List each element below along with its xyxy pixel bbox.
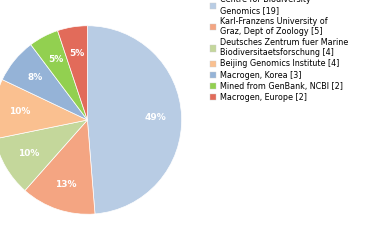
Text: 10%: 10% xyxy=(10,107,31,116)
Text: 13%: 13% xyxy=(55,180,77,189)
Text: 5%: 5% xyxy=(69,48,84,58)
Wedge shape xyxy=(87,26,182,214)
Wedge shape xyxy=(2,45,87,120)
Wedge shape xyxy=(31,31,87,120)
Wedge shape xyxy=(57,26,87,120)
Legend: Centre for Biodiversity
Genomics [19], Karl-Franzens University of
Graz, Dept of: Centre for Biodiversity Genomics [19], K… xyxy=(209,0,349,102)
Wedge shape xyxy=(25,120,95,214)
Wedge shape xyxy=(0,80,87,139)
Wedge shape xyxy=(0,120,87,191)
Text: 49%: 49% xyxy=(144,113,166,122)
Text: 10%: 10% xyxy=(18,150,39,158)
Text: 8%: 8% xyxy=(27,72,43,82)
Text: 5%: 5% xyxy=(48,55,63,64)
